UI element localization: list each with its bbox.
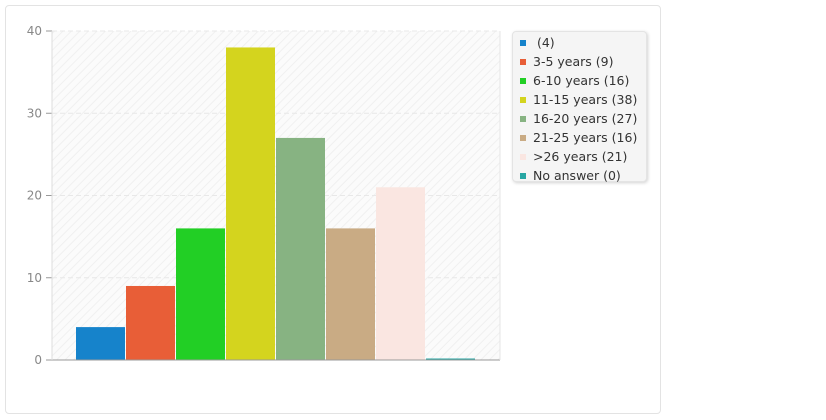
- legend-label: (4): [533, 35, 555, 50]
- legend-label: 11-15 years (38): [533, 92, 638, 107]
- bar[interactable]: [226, 47, 275, 360]
- legend-swatch: [520, 96, 526, 103]
- y-tick-label: 40: [27, 24, 42, 38]
- chart-legend: (4) 3-5 years (9) 6-10 years (16) 11-15 yea…: [512, 31, 647, 185]
- legend-swatch: [520, 134, 526, 141]
- legend-swatch: [520, 77, 526, 84]
- legend-item[interactable]: (4): [513, 33, 646, 52]
- bar[interactable]: [176, 228, 225, 360]
- legend-swatch: [520, 153, 526, 160]
- legend-label: >26 years (21): [533, 149, 628, 164]
- bar[interactable]: [76, 327, 125, 360]
- bar[interactable]: [276, 137, 325, 360]
- legend-item[interactable]: 11-15 years (38): [513, 90, 646, 109]
- legend-label: No answer (0): [533, 168, 621, 183]
- bar[interactable]: [126, 285, 175, 360]
- legend-label: 3-5 years (9): [533, 54, 614, 69]
- legend-swatch: [520, 39, 526, 46]
- legend-item[interactable]: 21-25 years (16): [513, 128, 646, 147]
- bar[interactable]: [376, 187, 425, 360]
- legend-item[interactable]: 6-10 years (16): [513, 71, 646, 90]
- bar[interactable]: [426, 358, 475, 361]
- legend-item[interactable]: 16-20 years (27): [513, 109, 646, 128]
- legend-label: 16-20 years (27): [533, 111, 638, 126]
- legend-swatch: [520, 58, 526, 65]
- y-tick-label: 20: [27, 189, 42, 203]
- y-tick-label: 30: [27, 106, 42, 120]
- legend-swatch: [520, 172, 526, 179]
- legend-label: 6-10 years (16): [533, 73, 630, 88]
- bar[interactable]: [326, 228, 375, 360]
- legend-item[interactable]: No answer (0): [513, 166, 646, 185]
- y-tick-label: 0: [34, 353, 42, 367]
- legend-item[interactable]: 3-5 years (9): [513, 52, 646, 71]
- legend-swatch: [520, 115, 526, 122]
- legend-label: 21-25 years (16): [533, 130, 638, 145]
- legend-item[interactable]: >26 years (21): [513, 147, 646, 166]
- y-tick-label: 10: [27, 271, 42, 285]
